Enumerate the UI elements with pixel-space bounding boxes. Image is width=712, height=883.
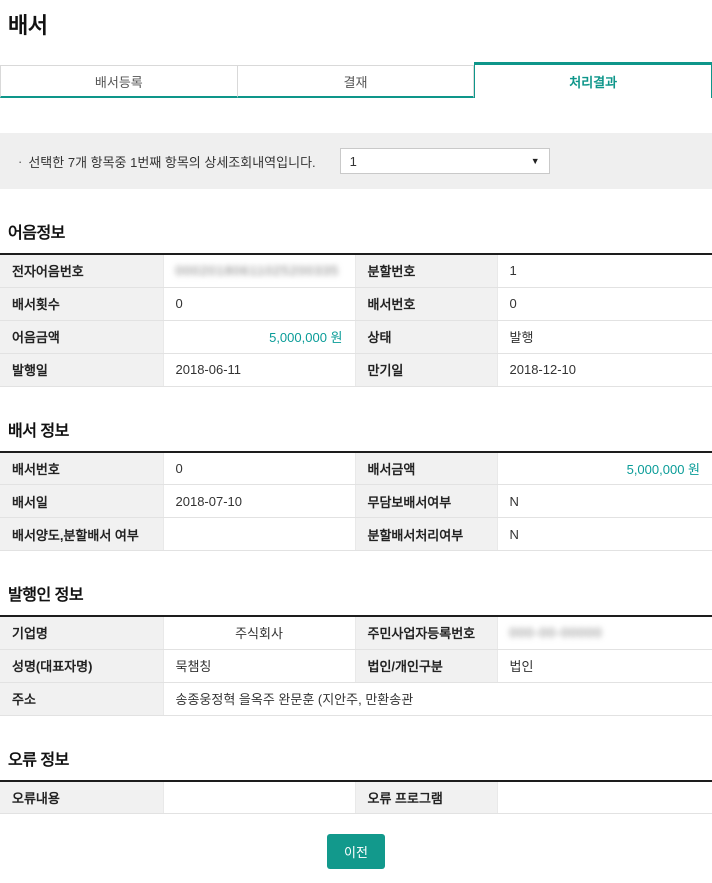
endorse-info-table: 배서번호 0 배서금액 5,000,000 원 배서일 2018-07-10 무… xyxy=(0,450,712,551)
section-title-bill-info: 어음정보 xyxy=(8,225,65,242)
section-title-issuer-info: 발행인 정보 xyxy=(8,587,84,604)
footer-actions: 이전 xyxy=(0,834,712,883)
cell-label: 오류 프로그램 xyxy=(355,780,498,814)
table-row: 오류내용 오류 프로그램 xyxy=(0,780,712,814)
cell-value: 2018-07-10 xyxy=(163,484,356,518)
bill-info-table: 전자어음번호 00020180611025200335 분할번호 1 배서횟수 … xyxy=(0,253,712,387)
table-row: 배서번호 0 배서금액 5,000,000 원 xyxy=(0,451,712,485)
cell-value: 1 xyxy=(497,254,712,288)
notice-bullet: · xyxy=(18,153,23,169)
tab-approval[interactable]: 결재 xyxy=(237,65,475,98)
cell-label: 배서양도,분할배서 여부 xyxy=(0,517,164,551)
cell-value: 발행 xyxy=(497,320,712,354)
cell-value: N xyxy=(497,484,712,518)
cell-label: 배서번호 xyxy=(355,287,498,321)
chevron-down-icon: ▼ xyxy=(530,156,540,166)
cell-label: 배서번호 xyxy=(0,451,164,485)
cell-label: 성명(대표자명) xyxy=(0,649,164,683)
cell-label: 발행일 xyxy=(0,353,164,387)
previous-button[interactable]: 이전 xyxy=(327,834,385,869)
cell-value: 2018-12-10 xyxy=(497,353,712,387)
cell-label: 만기일 xyxy=(355,353,498,387)
section-title-endorse-info: 배서 정보 xyxy=(8,422,69,440)
tab-endorse-register[interactable]: 배서등록 xyxy=(0,65,238,98)
cell-value xyxy=(497,780,712,814)
cell-value: 0 xyxy=(163,451,356,485)
table-row: 전자어음번호 00020180611025200335 분할번호 1 xyxy=(0,254,712,288)
cell-label: 오류내용 xyxy=(0,780,164,814)
cell-value: 2018-06-11 xyxy=(163,353,356,387)
section-endorse-info: 배서 정보 배서번호 0 배서금액 5,000,000 원 배서일 2018-0… xyxy=(0,417,712,551)
cell-label: 법인/개인구분 xyxy=(355,649,498,683)
cell-label: 상태 xyxy=(355,320,498,354)
detail-item-select[interactable]: 1 ▼ xyxy=(339,148,550,174)
issuer-info-table: 기업명 주식회사 주민사업자등록번호 000-00-00000 성명(대표자명)… xyxy=(0,615,712,716)
table-row: 성명(대표자명) 묵챔칭 법인/개인구분 법인 xyxy=(0,649,712,683)
cell-value: 법인 xyxy=(497,649,712,683)
cell-label: 무담보배서여부 xyxy=(355,484,498,518)
table-row: 기업명 주식회사 주민사업자등록번호 000-00-00000 xyxy=(0,616,712,650)
tab-process-result[interactable]: 처리결과 xyxy=(474,62,712,98)
cell-value-address: 송종웅정혁 을옥주 완문훈 (지안주, 만환송관 xyxy=(163,682,712,716)
cell-value: 주식회사 xyxy=(163,616,356,650)
cell-label: 분할배서처리여부 xyxy=(355,517,498,551)
page-title: 배서 xyxy=(8,13,48,38)
cell-value-amount: 5,000,000 원 xyxy=(497,451,712,485)
cell-value xyxy=(163,517,356,551)
cell-value-amount: 5,000,000 원 xyxy=(163,320,356,354)
cell-label: 전자어음번호 xyxy=(0,254,164,288)
table-row: 배서양도,분할배서 여부 분할배서처리여부 N xyxy=(0,517,712,551)
notice-text: 선택한 7개 항목중 1번째 항목의 상세조회내역입니다. xyxy=(28,154,316,170)
cell-value: 0 xyxy=(163,287,356,321)
table-row: 주소 송종웅정혁 을옥주 완문훈 (지안주, 만환송관 xyxy=(0,682,712,716)
cell-value: N xyxy=(497,517,712,551)
cell-value: 000-00-00000 xyxy=(497,616,712,650)
tab-bar: 배서등록 결재 처리결과 xyxy=(0,62,712,98)
section-issuer-info: 발행인 정보 기업명 주식회사 주민사업자등록번호 000-00-00000 성… xyxy=(0,581,712,716)
cell-label: 기업명 xyxy=(0,616,164,650)
cell-label: 분할번호 xyxy=(355,254,498,288)
masked-value: 00020180611025200335 xyxy=(175,263,340,279)
cell-label: 배서횟수 xyxy=(0,287,164,321)
cell-value xyxy=(163,780,356,814)
masked-value: 000-00-00000 xyxy=(509,625,603,641)
section-error-info: 오류 정보 오류내용 오류 프로그램 xyxy=(0,746,712,814)
detail-item-select-value: 1 xyxy=(349,153,357,169)
table-row: 배서일 2018-07-10 무담보배서여부 N xyxy=(0,484,712,518)
section-title-error-info: 오류 정보 xyxy=(8,751,69,769)
cell-label: 배서금액 xyxy=(355,451,498,485)
table-row: 발행일 2018-06-11 만기일 2018-12-10 xyxy=(0,353,712,387)
section-bill-info: 어음정보 전자어음번호 00020180611025200335 분할번호 1 … xyxy=(0,219,712,387)
notice-bar: · 선택한 7개 항목중 1번째 항목의 상세조회내역입니다. 1 ▼ xyxy=(0,133,712,189)
table-row: 어음금액 5,000,000 원 상태 발행 xyxy=(0,320,712,354)
cell-value: 0 xyxy=(497,287,712,321)
cell-label: 주소 xyxy=(0,682,164,716)
table-row: 배서횟수 0 배서번호 0 xyxy=(0,287,712,321)
cell-value: 00020180611025200335 xyxy=(163,254,356,288)
cell-label: 주민사업자등록번호 xyxy=(355,616,498,650)
cell-value: 묵챔칭 xyxy=(163,649,356,683)
cell-label: 배서일 xyxy=(0,484,164,518)
error-info-table: 오류내용 오류 프로그램 xyxy=(0,779,712,814)
cell-label: 어음금액 xyxy=(0,320,164,354)
